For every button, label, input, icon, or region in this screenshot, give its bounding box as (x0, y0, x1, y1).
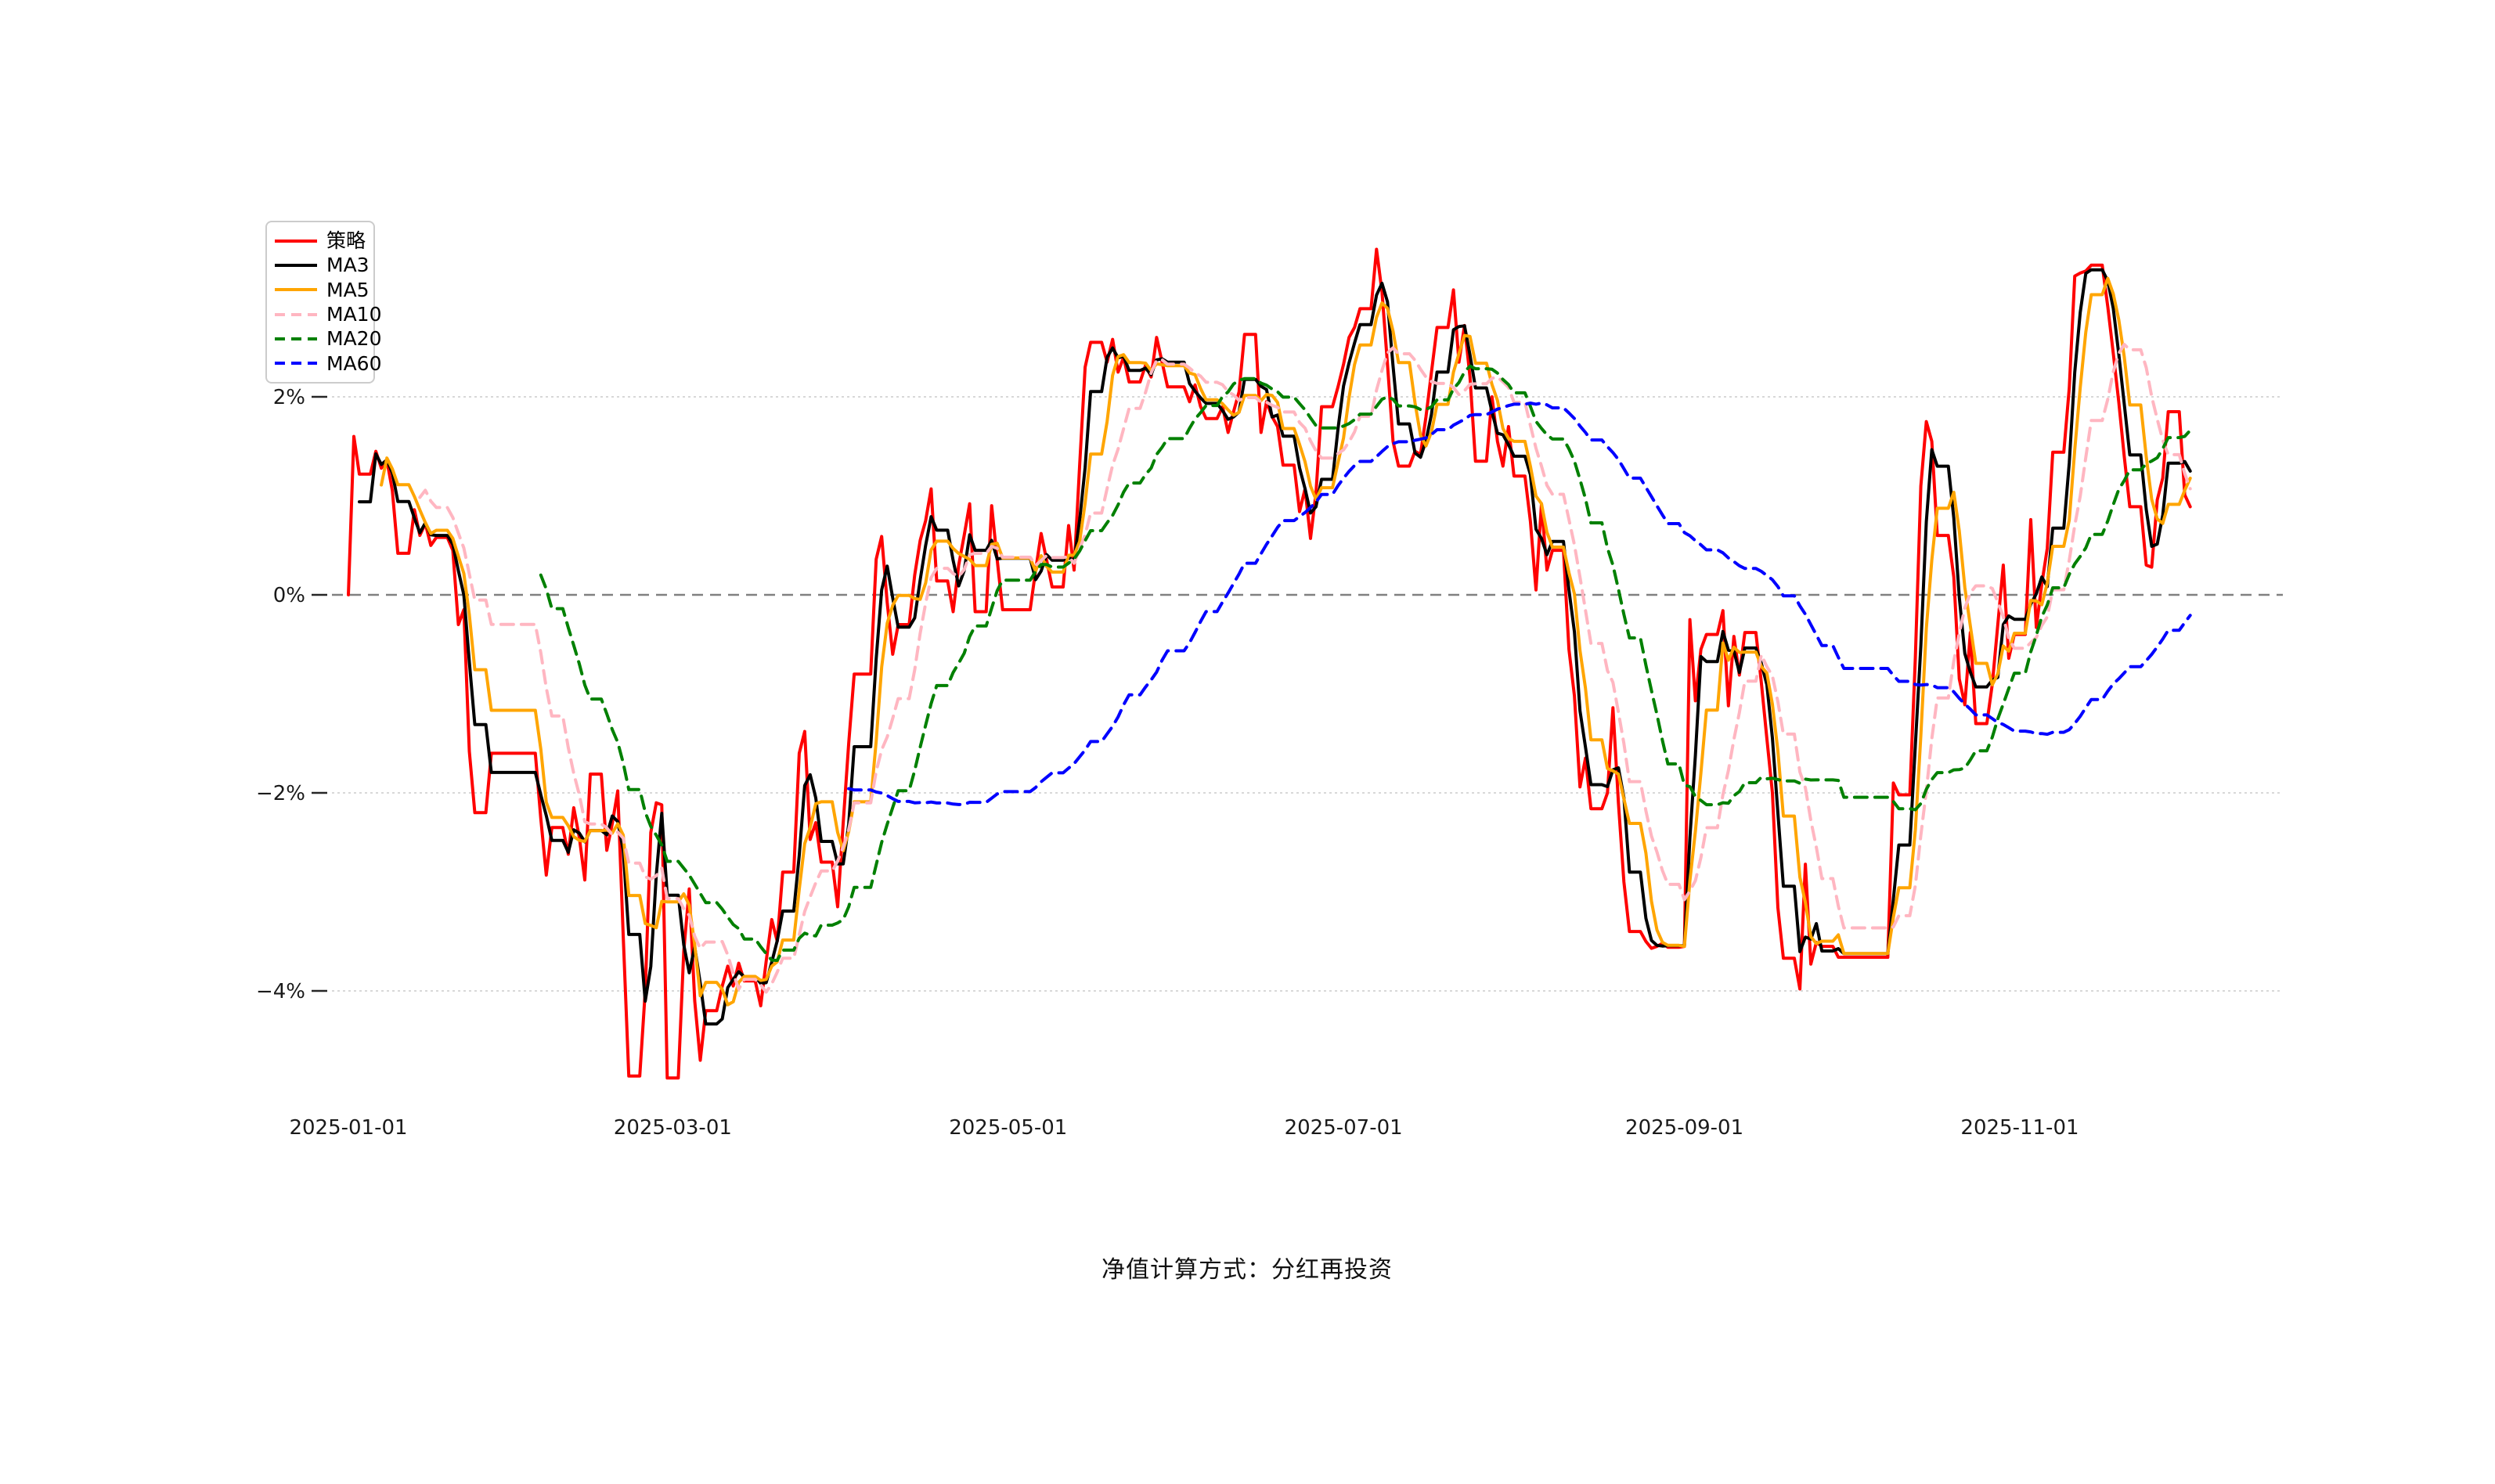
series-ma20-line (539, 364, 2192, 962)
legend-swatch-ma5 (275, 288, 317, 292)
legend-swatch-ma60 (275, 362, 317, 366)
series-ma60-line (847, 402, 2192, 806)
legend-label-ma3: MA3 (326, 254, 370, 277)
legend-swatch-strategy (275, 239, 317, 243)
legend-label-strategy: 策略 (326, 229, 366, 253)
legend-item-ma3: MA3 (275, 254, 373, 277)
legend-swatch-ma3 (275, 263, 317, 267)
legend: 策略 MA3 MA5 MA10 MA20 MA60 (265, 221, 381, 384)
legend-label-ma5: MA5 (326, 278, 370, 301)
legend-swatch-ma10 (275, 312, 317, 316)
x-tick-label: 2025-07-01 (1285, 1116, 1403, 1140)
y-tick-label: 2% (273, 386, 305, 409)
series-ma10-line (418, 343, 2192, 994)
x-tick-label: 2025-05-01 (949, 1116, 1067, 1140)
legend-label-ma60: MA60 (326, 351, 382, 375)
axis-labels: 2% 0% −2% −4% 2025-01-01 2025-03-01 2025-05-01… (256, 386, 2079, 1140)
series-strategy-line (347, 247, 2192, 1080)
legend-item-ma5: MA5 (275, 278, 373, 301)
series-ma5-line (380, 276, 2192, 1007)
x-tick-label: 2025-11-01 (1960, 1116, 2079, 1140)
legend-item-ma60: MA60 (275, 351, 381, 375)
legend-label-ma20: MA20 (326, 327, 382, 351)
series-lines (347, 247, 2192, 1080)
legend-item-ma20: MA20 (275, 327, 381, 351)
nav-calculation-note: 净值计算方式：分红再投资 (1101, 1256, 1393, 1284)
x-tick-label: 2025-01-01 (289, 1116, 407, 1140)
legend-label-ma10: MA10 (326, 303, 382, 326)
y-tick-label: −4% (256, 980, 305, 1003)
x-tick-label: 2025-09-01 (1625, 1116, 1743, 1140)
x-tick-label: 2025-03-01 (614, 1116, 732, 1140)
legend-item-ma10: MA10 (275, 303, 381, 326)
y-tick-label: 0% (273, 584, 305, 607)
legend-swatch-ma20 (275, 337, 317, 340)
legend-item-strategy: 策略 (275, 229, 373, 253)
y-tick-label: −2% (256, 782, 305, 805)
